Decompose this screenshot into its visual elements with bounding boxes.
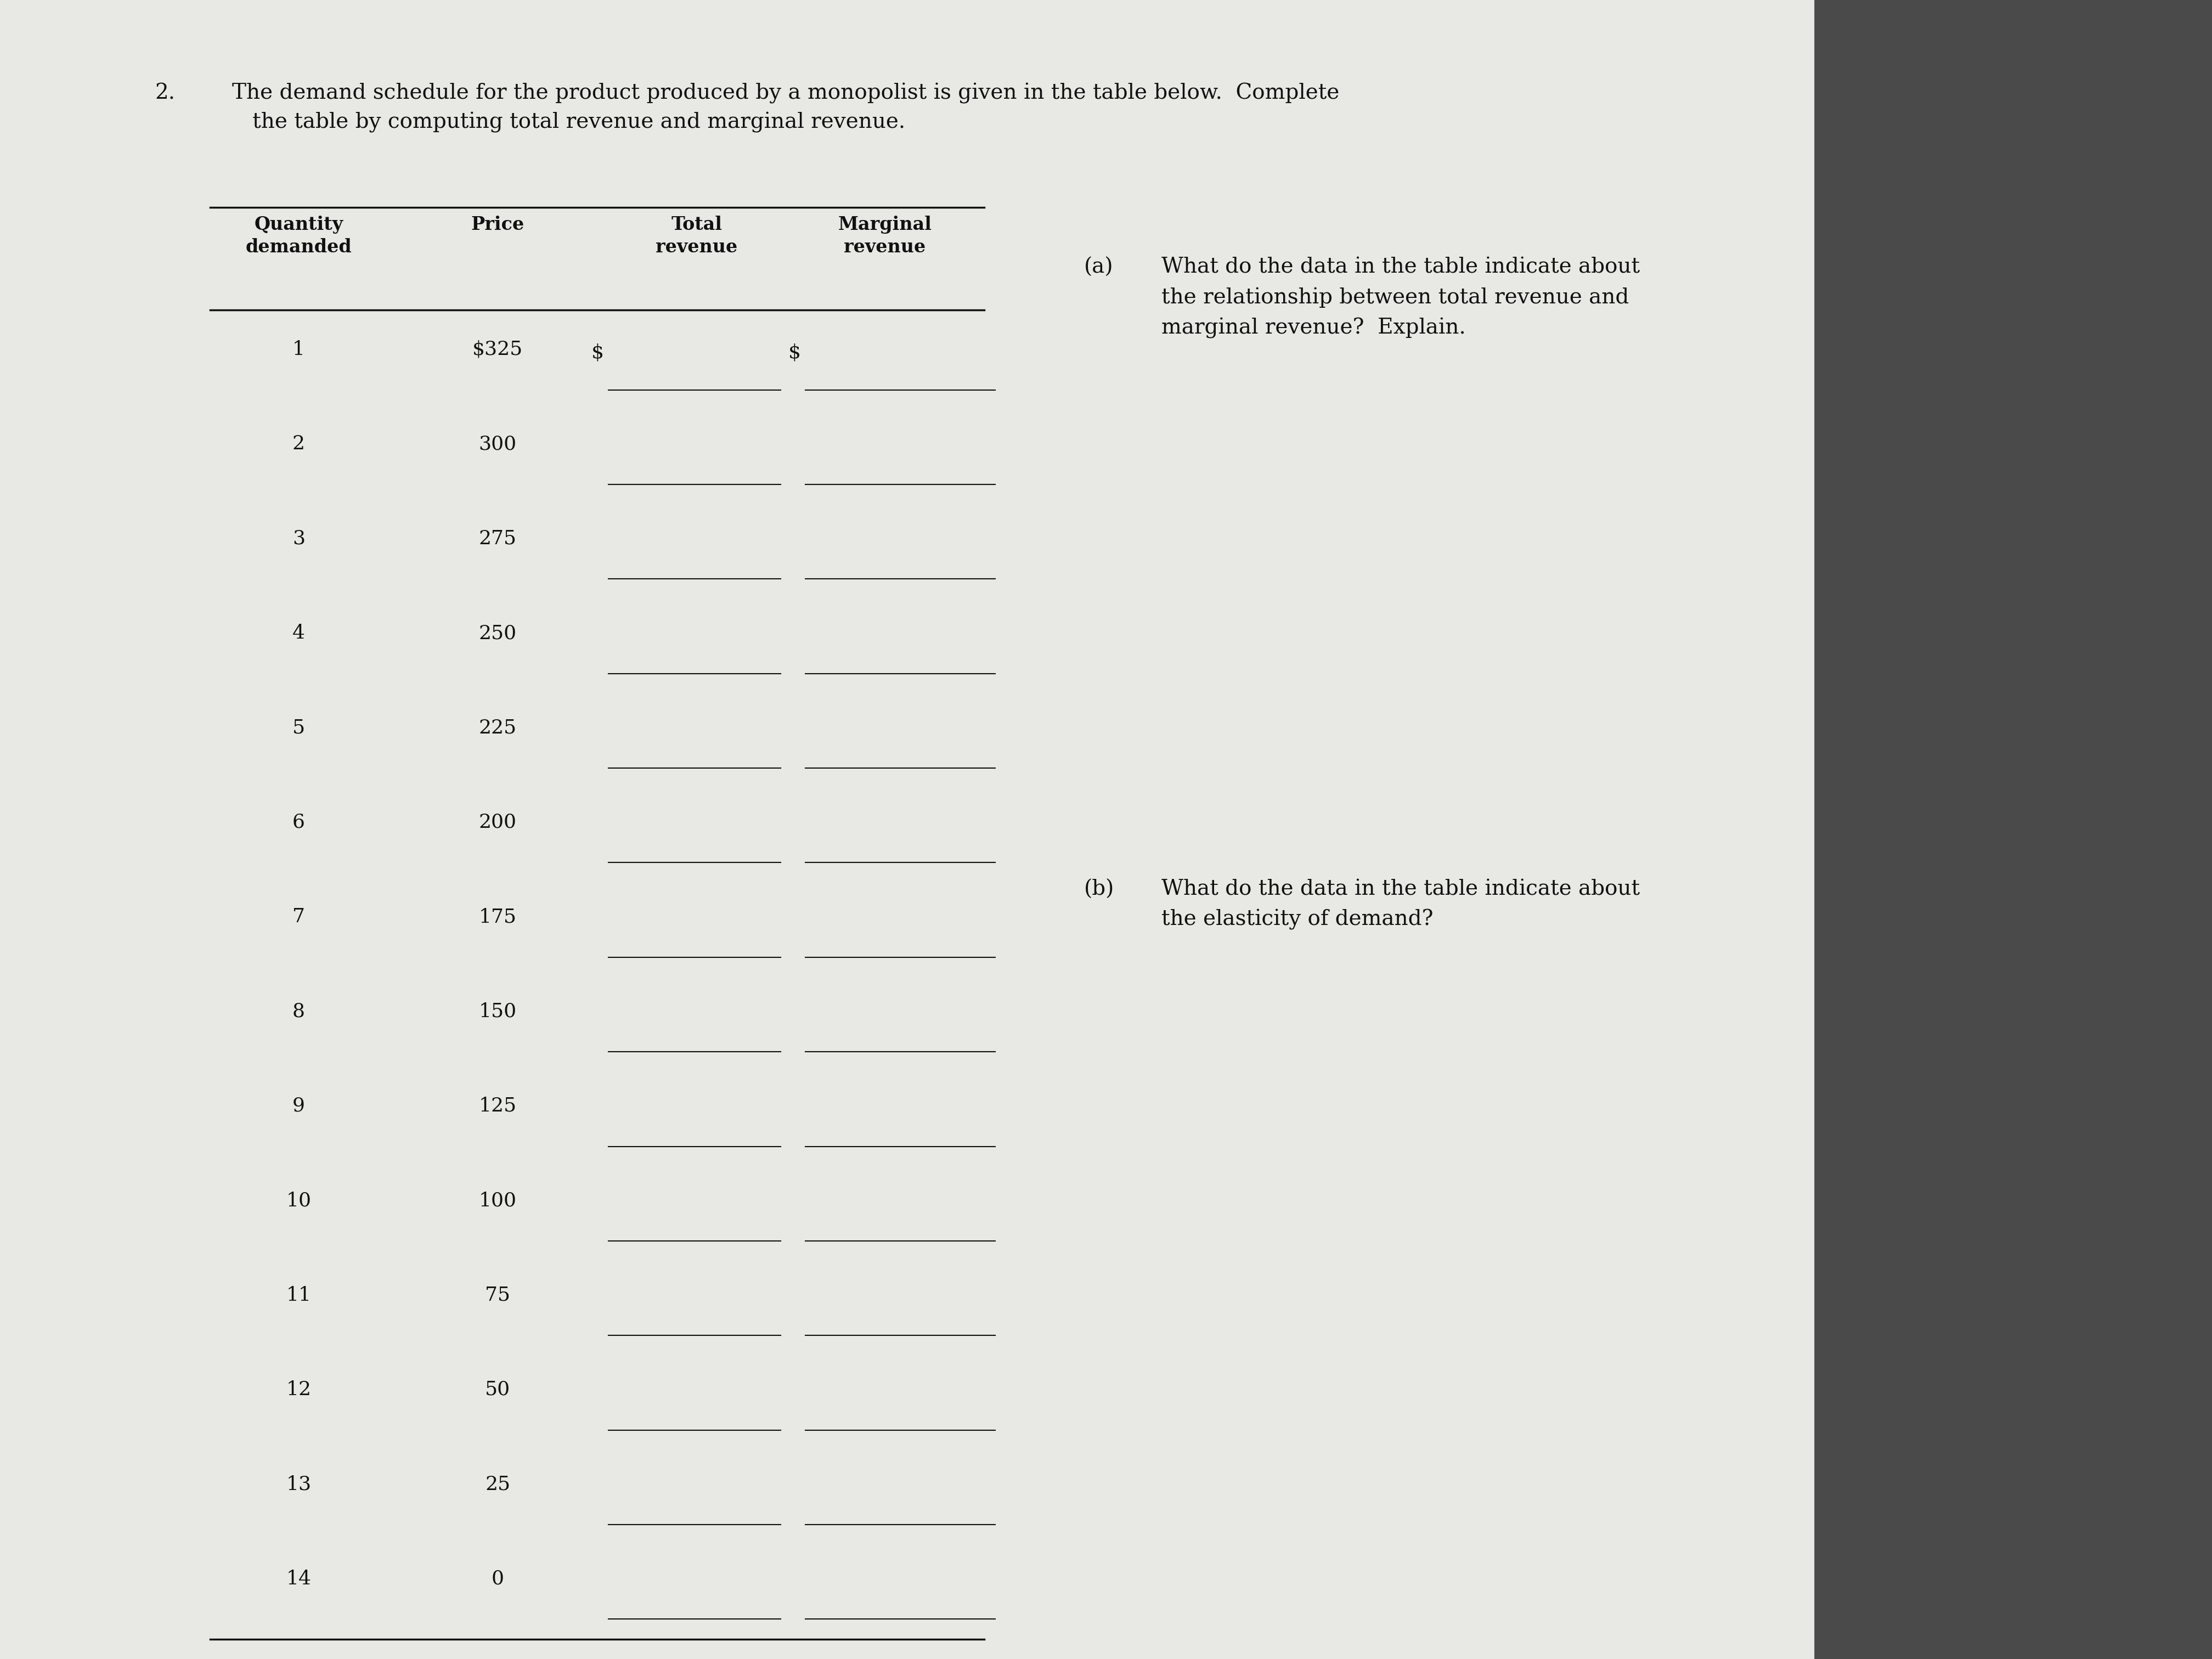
Text: 0: 0 bbox=[491, 1569, 504, 1588]
Text: (b): (b) bbox=[1084, 879, 1115, 899]
Text: 25: 25 bbox=[484, 1475, 511, 1493]
Text: Total
revenue: Total revenue bbox=[655, 216, 739, 255]
Text: 9: 9 bbox=[292, 1097, 305, 1115]
Text: $: $ bbox=[591, 343, 604, 362]
Text: 50: 50 bbox=[484, 1380, 511, 1399]
Text: 100: 100 bbox=[478, 1191, 518, 1209]
Text: 175: 175 bbox=[478, 907, 518, 926]
Text: 8: 8 bbox=[292, 1002, 305, 1020]
Text: (a): (a) bbox=[1084, 257, 1113, 277]
Text: 6: 6 bbox=[292, 813, 305, 831]
Text: 2.: 2. bbox=[155, 83, 175, 103]
Text: 5: 5 bbox=[292, 718, 305, 737]
Text: $: $ bbox=[787, 343, 801, 362]
Text: 300: 300 bbox=[478, 435, 518, 453]
Text: 4: 4 bbox=[292, 624, 305, 642]
Text: 13: 13 bbox=[285, 1475, 312, 1493]
Text: 14: 14 bbox=[285, 1569, 312, 1588]
Text: What do the data in the table indicate about
the relationship between total reve: What do the data in the table indicate a… bbox=[1161, 257, 1639, 338]
Text: Quantity
demanded: Quantity demanded bbox=[246, 216, 352, 255]
Text: 2: 2 bbox=[292, 435, 305, 453]
Text: 11: 11 bbox=[285, 1286, 312, 1304]
Text: 12: 12 bbox=[285, 1380, 312, 1399]
Text: $325: $325 bbox=[473, 340, 522, 358]
Text: 200: 200 bbox=[478, 813, 518, 831]
Text: 150: 150 bbox=[478, 1002, 518, 1020]
Text: 1: 1 bbox=[292, 340, 305, 358]
Text: 7: 7 bbox=[292, 907, 305, 926]
Text: What do the data in the table indicate about
the elasticity of demand?: What do the data in the table indicate a… bbox=[1161, 879, 1639, 931]
Text: 275: 275 bbox=[478, 529, 518, 547]
Text: 225: 225 bbox=[478, 718, 518, 737]
Text: 250: 250 bbox=[478, 624, 518, 642]
Text: 125: 125 bbox=[478, 1097, 518, 1115]
Text: 3: 3 bbox=[292, 529, 305, 547]
Text: 75: 75 bbox=[484, 1286, 511, 1304]
Text: 10: 10 bbox=[285, 1191, 312, 1209]
Text: Price: Price bbox=[471, 216, 524, 234]
Text: Marginal
revenue: Marginal revenue bbox=[838, 216, 931, 255]
Text: The demand schedule for the product produced by a monopolist is given in the tab: The demand schedule for the product prod… bbox=[232, 83, 1340, 133]
